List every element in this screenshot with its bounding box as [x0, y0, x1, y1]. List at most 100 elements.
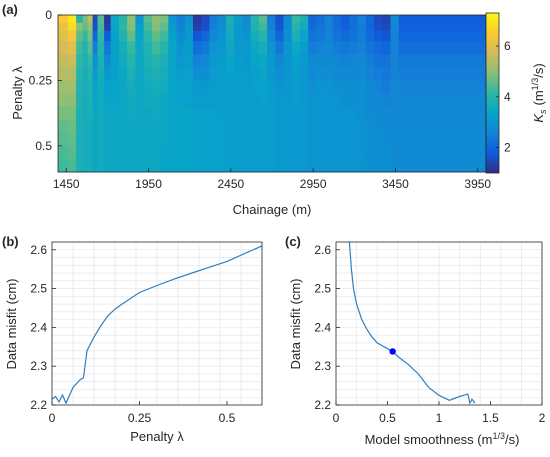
panel-c-label: (c)	[285, 234, 301, 249]
heatmap-cell	[299, 132, 309, 147]
heatmap-cell	[398, 93, 487, 107]
heatmap-cell	[267, 41, 276, 55]
heatmap-cell	[267, 67, 276, 81]
heatmap-cell	[374, 93, 383, 107]
heatmap-cell	[87, 15, 93, 24]
heatmap-cell	[110, 106, 120, 121]
heatmap-cell	[398, 145, 487, 160]
heatmap-cell	[341, 22, 350, 32]
heatmap-cell	[184, 54, 194, 68]
heatmap-cell	[349, 132, 358, 147]
heatmap-cell	[349, 22, 358, 32]
heatmap-cell	[76, 158, 84, 173]
heatmap-cell	[209, 54, 219, 68]
heatmap-cell	[127, 106, 136, 121]
heatmap-cell	[258, 67, 268, 81]
heatmap-cell	[135, 158, 144, 173]
heatmap-cell	[382, 30, 391, 42]
heatmap-cell	[58, 54, 69, 68]
heatmap-cell	[299, 41, 309, 55]
heatmap-cell	[258, 93, 268, 107]
heatmap-cell	[341, 15, 350, 24]
heatmap-cell	[349, 54, 358, 68]
heatmap-cell	[104, 106, 112, 121]
heatmap-cell	[168, 41, 177, 55]
heatmap-cell	[201, 93, 210, 107]
line-b-x-tick-label: 0	[49, 411, 56, 425]
heatmap-cell	[87, 132, 93, 147]
heatmap-cell	[76, 41, 84, 55]
heatmap-cell	[374, 145, 383, 160]
heatmap-cell	[267, 119, 276, 134]
heatmap-cell	[308, 93, 317, 107]
heatmap-cell	[398, 15, 487, 24]
heatmap-x-label: Chainage (m)	[233, 202, 312, 217]
heatmap-cell	[299, 106, 309, 121]
heatmap-cell	[283, 15, 293, 24]
heatmap-cell	[82, 54, 89, 68]
heatmap-cell	[299, 67, 309, 81]
heatmap-cell	[209, 93, 219, 107]
heatmap-cell	[87, 80, 93, 94]
heatmap-cell	[234, 93, 243, 107]
heatmap-cell	[341, 67, 350, 81]
heatmap-cell	[299, 15, 309, 24]
heatmap-cell	[110, 22, 120, 32]
heatmap-cell	[217, 15, 227, 24]
heatmap-cell	[332, 106, 342, 121]
heatmap-cell	[250, 132, 260, 147]
line-b-y-tick-label: 2.3	[30, 359, 47, 373]
heatmap-cell	[87, 119, 93, 134]
heatmap-cell	[267, 80, 276, 94]
heatmap-cell	[357, 80, 367, 94]
heatmap-cell	[87, 22, 93, 32]
heatmap-cell	[374, 30, 383, 42]
heatmap-cell	[374, 41, 383, 55]
heatmap-cell	[82, 30, 89, 42]
heatmap-cell	[67, 67, 77, 81]
heatmap-cell	[275, 145, 284, 160]
heatmap-cell	[250, 119, 260, 134]
heatmap-cell	[382, 67, 391, 81]
heatmap-cell	[316, 119, 326, 134]
heatmap-cell	[192, 158, 202, 173]
heatmap-cell	[176, 93, 186, 107]
heatmap-cell	[184, 106, 194, 121]
heatmap-cell	[283, 22, 293, 32]
heatmap-cell	[92, 41, 98, 55]
line-c-y-tick-label: 2.3	[314, 359, 331, 373]
heatmap-cell	[127, 119, 136, 134]
heatmap-cell	[92, 158, 98, 173]
heatmap-cell	[291, 80, 301, 94]
heatmap-cell	[160, 158, 169, 173]
heatmap-cell	[234, 132, 243, 147]
heatmap-cell	[308, 132, 317, 147]
heatmap-y-tick-label: 0.5	[35, 139, 52, 153]
heatmap-cell	[275, 30, 284, 42]
heatmap-cell	[283, 119, 293, 134]
heatmap-cell	[291, 145, 301, 160]
heatmap-cell	[324, 22, 334, 32]
heatmap-cell	[341, 30, 350, 42]
heatmap-cell	[118, 54, 128, 68]
heatmap-cell	[97, 67, 105, 81]
heatmap-cell	[135, 93, 144, 107]
heatmap-cell	[97, 80, 105, 94]
heatmap-cell	[135, 119, 144, 134]
heatmap-cell	[92, 15, 98, 24]
heatmap-cell	[76, 30, 84, 42]
heatmap-cell	[390, 67, 400, 81]
heatmap-cell	[201, 41, 210, 55]
heatmap-cell	[87, 145, 93, 160]
heatmap-cell	[308, 54, 317, 68]
heatmap-cell	[151, 145, 161, 160]
heatmap-cell	[225, 80, 235, 94]
heatmap-cell	[67, 30, 77, 42]
heatmap-cell	[382, 41, 391, 55]
heatmap-cell	[225, 54, 235, 68]
heatmap-cell	[341, 132, 350, 147]
heatmap-cell	[316, 22, 326, 32]
heatmap-cell	[332, 67, 342, 81]
heatmap-cell	[160, 54, 169, 68]
heatmap-cell	[324, 145, 334, 160]
